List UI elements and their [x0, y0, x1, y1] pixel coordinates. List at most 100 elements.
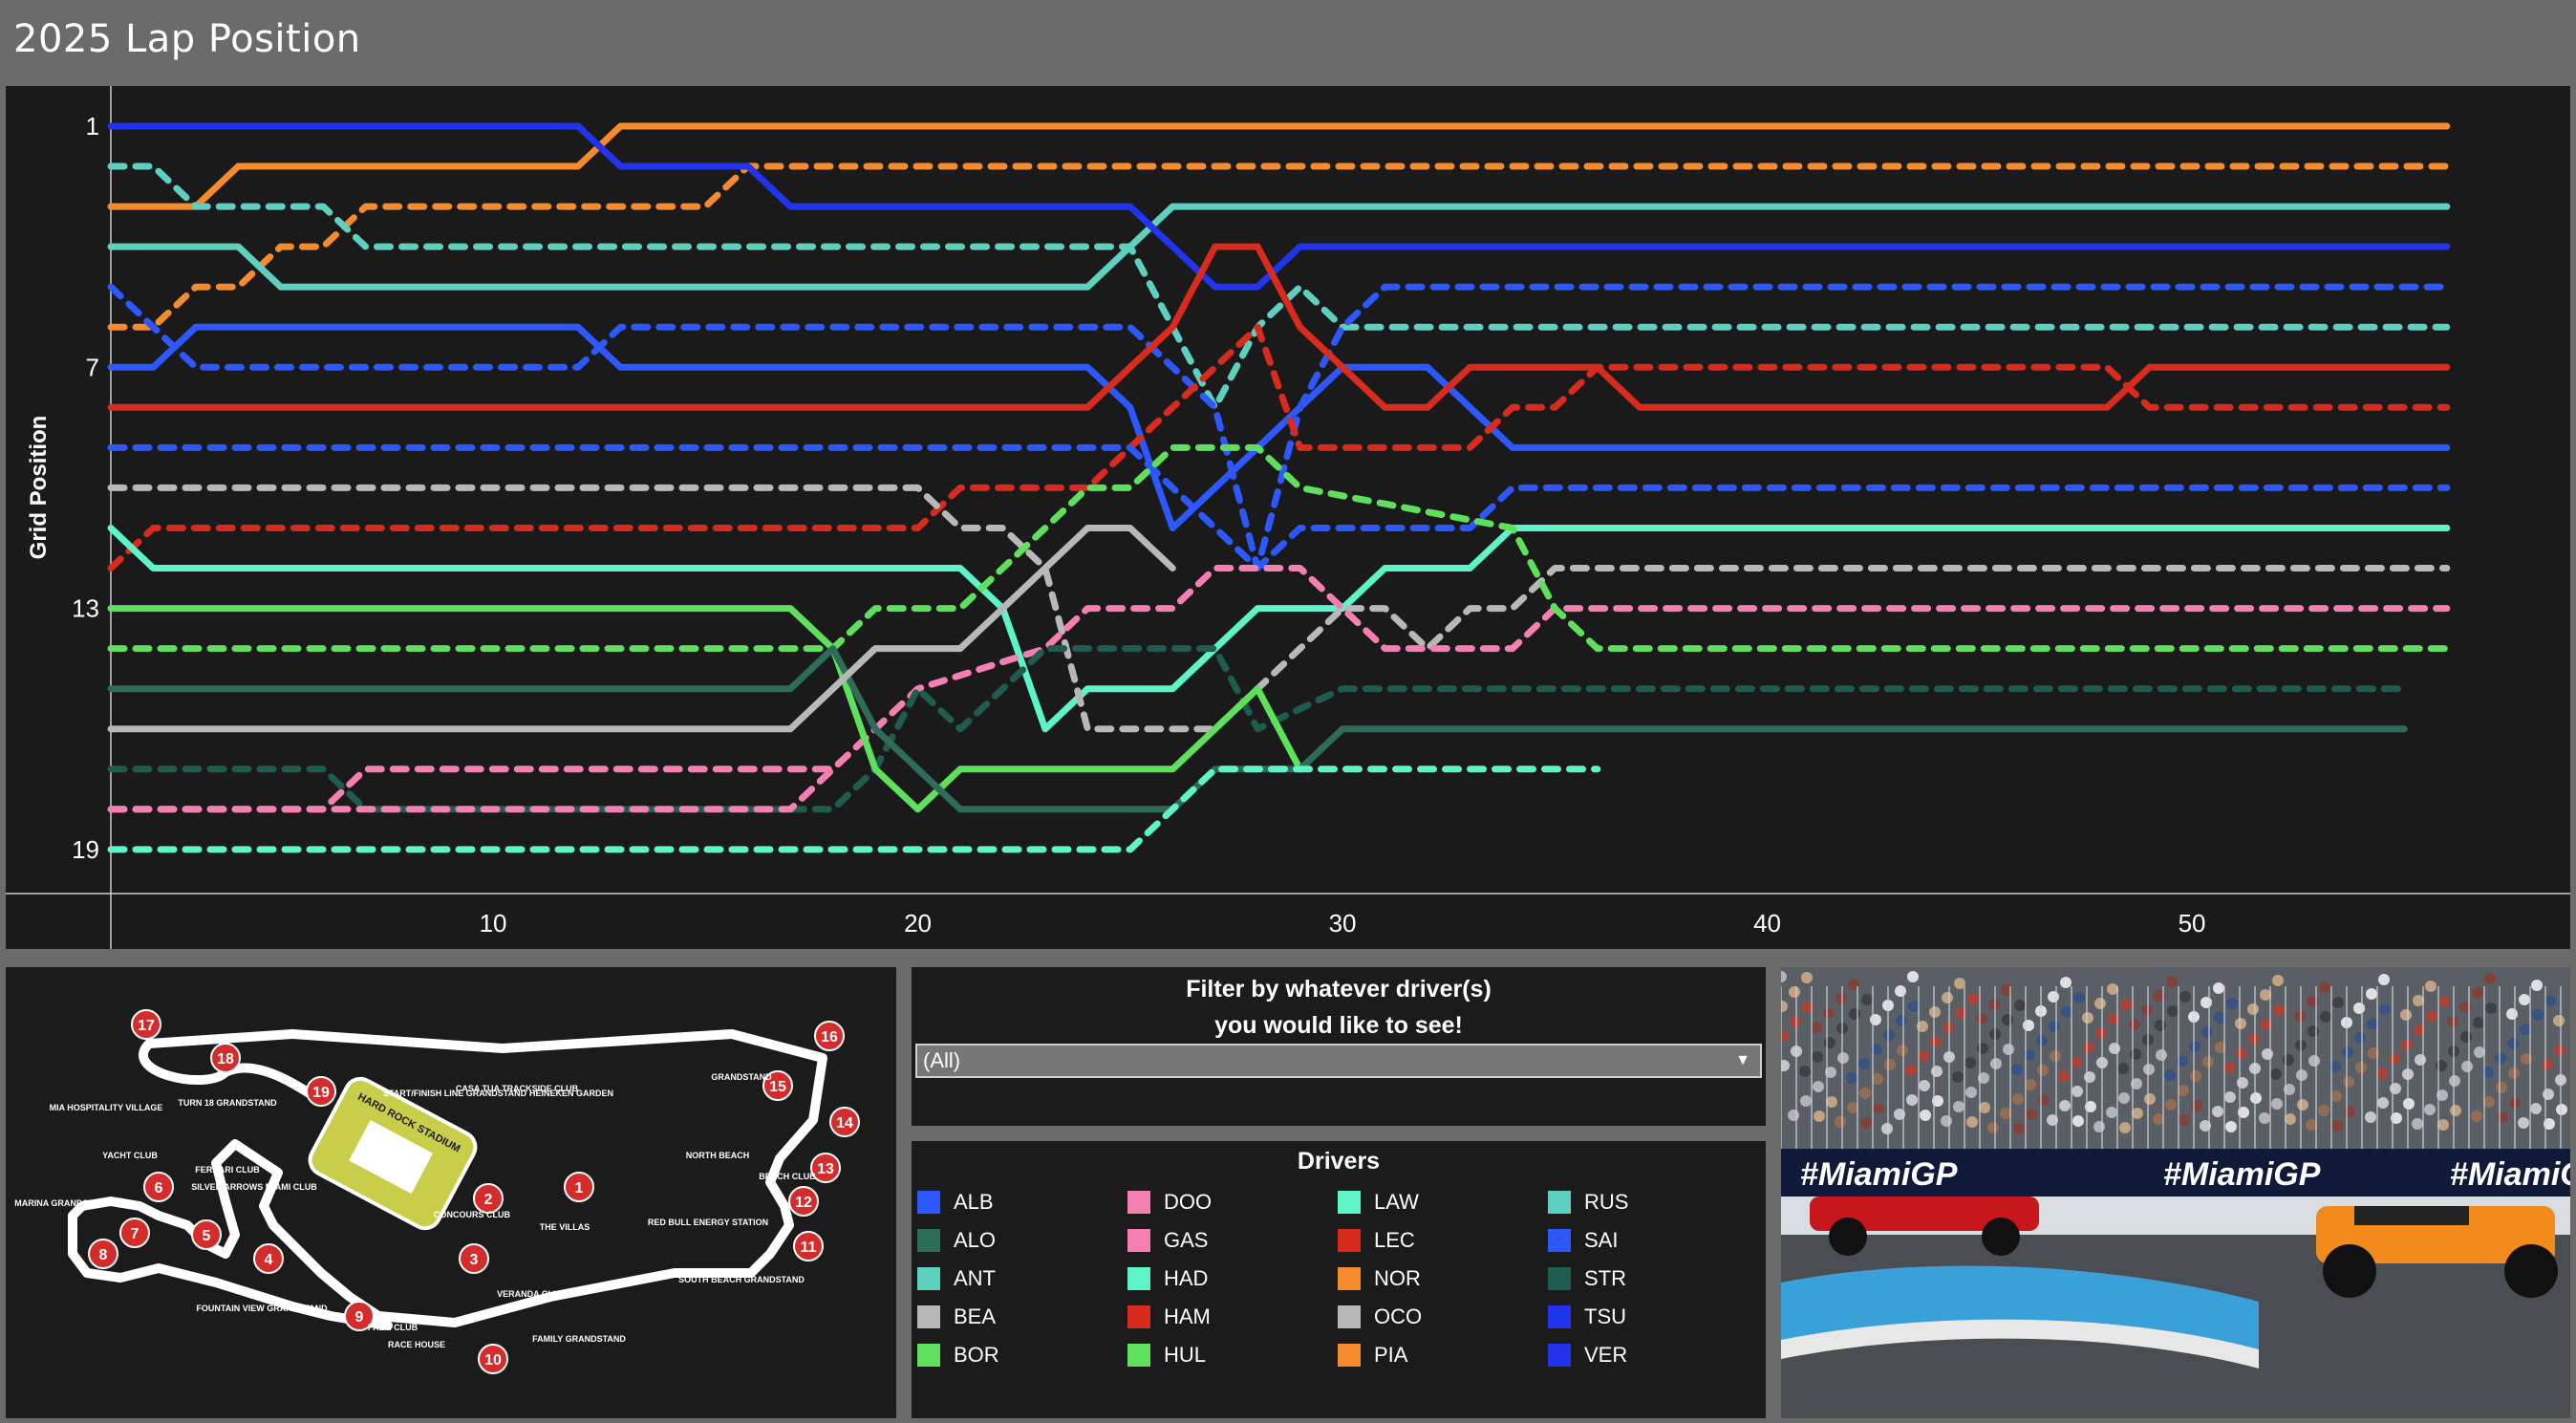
legend-item-lec[interactable]: LEC: [1338, 1221, 1548, 1260]
crowd-dot: [1977, 1043, 1988, 1054]
legend-swatch: [917, 1267, 940, 1290]
series-line-bea[interactable]: [107, 525, 1176, 733]
legend-label: HAD: [1164, 1266, 1209, 1290]
legend-swatch: [1338, 1191, 1361, 1214]
svg-text:8: 8: [99, 1247, 108, 1263]
crowd-dot: [2213, 982, 2224, 994]
series-line-had[interactable]: [107, 765, 1601, 853]
crowd-dot: [1846, 1072, 1857, 1084]
crowd-dot: [2354, 1032, 2366, 1044]
crowd-dot: [2259, 1112, 2270, 1124]
crowd-dot: [2049, 1021, 2060, 1032]
crowd-dot: [2270, 1068, 2282, 1080]
legend-item-tsu[interactable]: TSU: [1548, 1298, 1758, 1336]
crowd-dot: [2532, 1009, 2544, 1021]
series-line-lec[interactable]: [107, 243, 2451, 411]
turn-marker: 11: [793, 1231, 824, 1261]
legend-item-rus[interactable]: RUS: [1548, 1183, 1758, 1221]
crowd-dot: [2106, 1107, 2117, 1118]
legend-title: Drivers: [1297, 1148, 1381, 1175]
x-tick-label: 20: [904, 909, 932, 938]
series-line-alb[interactable]: [107, 323, 2451, 531]
series-line-tsu[interactable]: [107, 443, 2451, 571]
crowd-dot: [2353, 1003, 2365, 1014]
series-line-alo[interactable]: [107, 645, 2408, 813]
turn-marker: 14: [829, 1107, 860, 1137]
crowd-dot: [2437, 1119, 2449, 1131]
svg-text:3: 3: [470, 1252, 479, 1268]
series-line-rus[interactable]: [107, 203, 2451, 291]
kerb: [1781, 1319, 2259, 1369]
legend-item-bor[interactable]: BOR: [917, 1336, 1127, 1374]
crowd-dot: [2038, 1094, 2050, 1106]
legend-label: HAM: [1164, 1304, 1211, 1328]
crowd-dot: [2129, 1019, 2140, 1030]
legend-item-gas[interactable]: GAS: [1127, 1221, 1338, 1260]
crowd-dot: [1801, 972, 1813, 983]
legend-item-nor[interactable]: NOR: [1338, 1260, 1548, 1298]
svg-text:7: 7: [131, 1226, 140, 1242]
legend-item-pia[interactable]: PIA: [1338, 1336, 1548, 1374]
driver-filter-dropdown[interactable]: (All) ▼: [915, 1044, 1762, 1078]
series-line-ant[interactable]: [107, 162, 2451, 411]
series-line-bor[interactable]: [107, 443, 2451, 653]
turn-marker: 12: [788, 1186, 819, 1217]
legend-swatch: [1127, 1305, 1150, 1328]
crowd-dot: [1979, 1102, 1990, 1113]
legend-label: GAS: [1164, 1228, 1209, 1252]
legend-item-hul[interactable]: HUL: [1127, 1336, 1338, 1374]
crowd-dot: [2366, 988, 2377, 1000]
legend-item-sai[interactable]: SAI: [1548, 1221, 1758, 1260]
crowd-dot: [2344, 1106, 2355, 1117]
crowd-dot: [1858, 1058, 1870, 1069]
legend-item-str[interactable]: STR: [1548, 1260, 1758, 1298]
series-line-ham[interactable]: [107, 323, 2451, 571]
crowd-dot: [2377, 1097, 2389, 1109]
crowd-dot: [1896, 1015, 1907, 1026]
crowd-dot: [2084, 1071, 2095, 1083]
driver-filter-panel: Filter by whatever driver(s) you would l…: [912, 967, 1766, 1126]
legend-item-law[interactable]: LAW: [1338, 1183, 1548, 1221]
svg-text:10: 10: [484, 1352, 502, 1369]
series-line-doo[interactable]: [107, 765, 837, 813]
crowd-dot: [2272, 975, 2284, 986]
turn-marker: 3: [459, 1243, 489, 1274]
crowd-dot: [2012, 1093, 2024, 1105]
crowd-dot: [2412, 1118, 2423, 1130]
crowd-dot: [2262, 1048, 2273, 1060]
legend-item-had[interactable]: HAD: [1127, 1260, 1338, 1298]
chevron-down-icon[interactable]: ▼: [1735, 1052, 1750, 1068]
series-line-law[interactable]: [107, 525, 2451, 733]
legend-item-ant[interactable]: ANT: [917, 1260, 1127, 1298]
crowd-dot: [2236, 1047, 2247, 1059]
legend-item-oco[interactable]: OCO: [1338, 1298, 1548, 1336]
map-area-label: RACE HOUSE: [388, 1340, 445, 1349]
series-line-pia[interactable]: [107, 162, 2451, 331]
x-tick-label: 40: [1753, 909, 1781, 938]
legend-item-bea[interactable]: BEA: [917, 1298, 1127, 1336]
crowd-dot: [2214, 1012, 2225, 1024]
legend-swatch: [1548, 1229, 1571, 1252]
crowd-dot: [2531, 980, 2543, 991]
map-area-label: TURN 18 GRANDSTAND: [178, 1098, 277, 1108]
turn-marker: 5: [191, 1219, 222, 1250]
legend-item-ham[interactable]: HAM: [1127, 1298, 1338, 1336]
crowd-dot: [2308, 1055, 2320, 1067]
legend-item-doo[interactable]: DOO: [1127, 1183, 1338, 1221]
legend-label: ANT: [954, 1266, 996, 1290]
crowd-dot: [2424, 1104, 2436, 1115]
crowd-dot: [2026, 1109, 2037, 1120]
legend-item-alo[interactable]: ALO: [917, 1221, 1127, 1260]
series-line-hul[interactable]: [107, 605, 1304, 813]
crowd-dot: [2497, 1111, 2508, 1123]
map-area-label: VERANDA CLUB: [497, 1289, 566, 1299]
legend-item-ver[interactable]: VER: [1548, 1336, 1758, 1374]
series-line-ver[interactable]: [107, 122, 2451, 291]
series-line-nor[interactable]: [107, 122, 2451, 210]
series-line-gas[interactable]: [107, 565, 2451, 813]
crowd-dot: [2144, 1093, 2156, 1105]
turn-marker: 4: [253, 1243, 284, 1274]
crowd-dot: [1847, 1102, 1858, 1113]
legend-item-alb[interactable]: ALB: [917, 1183, 1127, 1221]
turn-marker: 8: [88, 1239, 118, 1269]
